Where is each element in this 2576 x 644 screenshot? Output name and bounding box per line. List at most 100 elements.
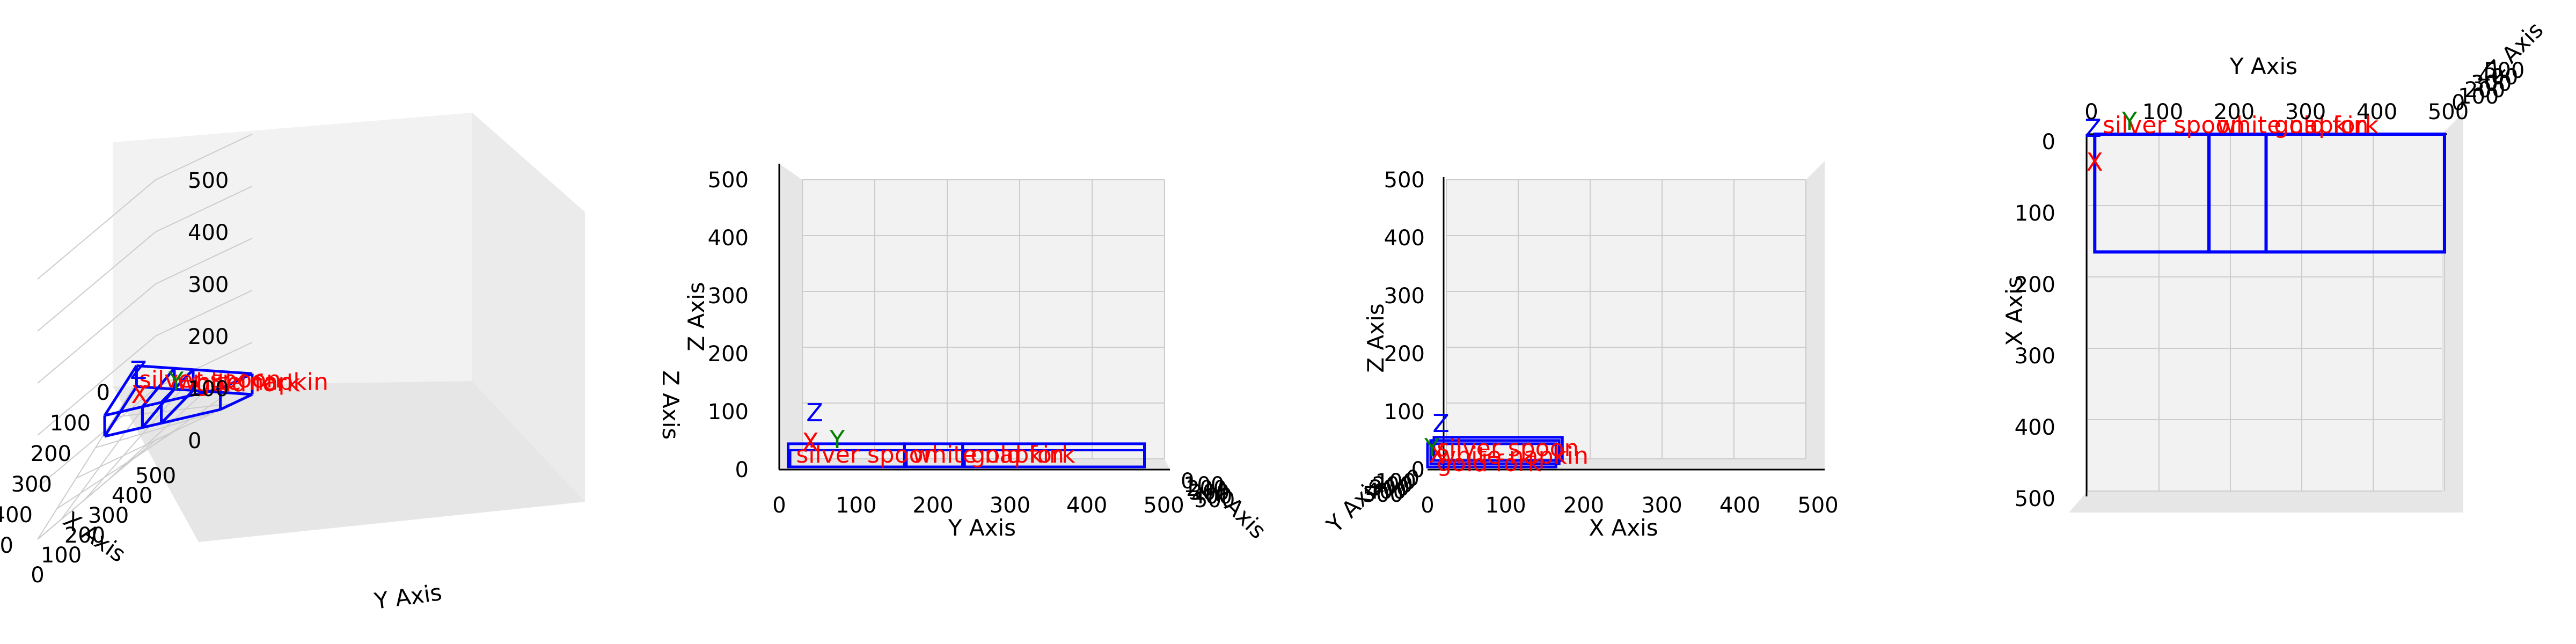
box-edge xyxy=(103,385,138,437)
z-tick-label: 500 xyxy=(1384,168,1425,193)
axis-letter-x: X xyxy=(802,428,819,457)
x-tick-label: 400 xyxy=(1719,493,1760,518)
axis-letter-y: Y xyxy=(1424,433,1440,462)
y-tick-label: 200 xyxy=(2214,100,2255,125)
x-tick-label: 300 xyxy=(11,472,52,497)
z-tick-label: 400 xyxy=(188,221,229,245)
box-label: silver spoon xyxy=(796,441,938,469)
y-tick-label: 100 xyxy=(2142,100,2183,125)
y-tick-label: 300 xyxy=(2285,100,2326,125)
z-tick-label: 100 xyxy=(708,400,749,425)
box-edge xyxy=(142,401,162,408)
y-tick-label: 0 xyxy=(772,493,786,518)
y-tick-label: 0 xyxy=(1406,466,1419,491)
axis-letter-z: Z xyxy=(1432,409,1450,438)
box-edge xyxy=(136,385,174,391)
tick-labels: 0001001001002002002003003003004004004005… xyxy=(0,169,229,588)
box-edge xyxy=(174,387,194,392)
pane-back xyxy=(802,180,1165,459)
y-tick-label: 200 xyxy=(1372,473,1413,497)
x-tick-label: 200 xyxy=(1186,477,1227,501)
z-tick-label: 200 xyxy=(2464,78,2505,103)
axis-letter-y: Y xyxy=(2121,107,2138,136)
x-tick-label: 500 xyxy=(1194,488,1235,513)
z-tick-label: 200 xyxy=(1384,342,1425,367)
box-edge xyxy=(161,387,221,404)
box-edge xyxy=(136,364,174,370)
pane-bottom xyxy=(2069,491,2463,513)
axis-letter-x: X xyxy=(2086,148,2103,177)
grid xyxy=(778,164,1170,471)
grid-line xyxy=(37,231,156,332)
x-tick-label: 0 xyxy=(2042,130,2055,155)
pane-side xyxy=(472,113,585,502)
grid xyxy=(1428,177,1825,471)
axis-letter-y: Y xyxy=(168,367,184,396)
x-tick-label: 200 xyxy=(2015,273,2055,297)
y-tick-label: 500 xyxy=(1143,493,1184,518)
box-label: gold fork xyxy=(1437,450,1541,477)
z-tick-label: 0 xyxy=(1411,458,1425,482)
x-tick-label: 100 xyxy=(1485,493,1526,518)
z-tick-label: 300 xyxy=(1384,284,1425,309)
y-axis-label: Y Axis xyxy=(372,579,444,614)
box-edge xyxy=(104,405,143,417)
z-tick-label: 500 xyxy=(188,169,229,193)
box-label: gold fork xyxy=(2274,112,2379,139)
y-tick-label: 200 xyxy=(912,493,953,518)
z-tick-label: 300 xyxy=(2471,71,2512,96)
pane-back xyxy=(2088,134,2442,491)
z-tick-label: 400 xyxy=(2477,65,2518,90)
x-axis-label: X Axis xyxy=(1589,515,1658,541)
y-tick-label: 300 xyxy=(1369,476,1410,501)
box-label: white napkin xyxy=(912,441,1064,469)
box-edge xyxy=(141,367,175,408)
z-tick-label: 100 xyxy=(188,377,229,401)
pane-back xyxy=(1446,180,1806,459)
pane-right xyxy=(2442,113,2463,513)
y-tick-label: 0 xyxy=(2084,100,2098,125)
x-tick-label: 0 xyxy=(1181,469,1194,494)
z-tick-label: 200 xyxy=(188,325,229,349)
axis-letter-z: Z xyxy=(130,356,147,385)
grid-line xyxy=(131,392,229,460)
box-edge xyxy=(219,393,253,411)
box-edge xyxy=(161,408,221,425)
grid xyxy=(2085,133,2447,496)
y-tick-label: 500 xyxy=(2428,100,2469,125)
z-tick-label: 500 xyxy=(2484,58,2524,83)
grid-line xyxy=(37,335,156,436)
y-tick-label: 100 xyxy=(1375,470,1416,494)
box-label: gold fork xyxy=(195,370,300,397)
x-tick-label: 300 xyxy=(1189,480,1230,505)
box-outline xyxy=(1429,439,1561,465)
z-tick-label: 400 xyxy=(1384,226,1425,251)
grid-line xyxy=(37,387,156,488)
box-label: silver spoon xyxy=(1437,435,1579,462)
grid-line xyxy=(155,342,253,389)
z-tick-label: 300 xyxy=(188,273,229,297)
box-outline xyxy=(1426,442,1557,469)
box-edge xyxy=(160,389,194,425)
x-tick-label: 400 xyxy=(2015,415,2055,440)
x-tick-label: 400 xyxy=(0,503,33,528)
grid-line xyxy=(155,238,253,284)
y-tick-label: 200 xyxy=(64,523,105,548)
y-tick-label: 500 xyxy=(1363,482,1403,507)
grid-line xyxy=(84,389,182,500)
tick-labels: 0001001001002002002003003003004004004005… xyxy=(2015,58,2525,511)
y-tick-label: 100 xyxy=(41,543,82,568)
x-axis-label: X Axis xyxy=(2001,276,2028,346)
tick-labels: 0001001001002002002003003003004004004005… xyxy=(1363,168,1839,518)
axis-letter-x: X xyxy=(131,380,148,409)
z-axis-label: Z Axis xyxy=(1363,303,1389,372)
grid-line xyxy=(155,290,253,336)
box-label: white napkin xyxy=(2217,112,2369,139)
box-edge xyxy=(103,365,138,416)
